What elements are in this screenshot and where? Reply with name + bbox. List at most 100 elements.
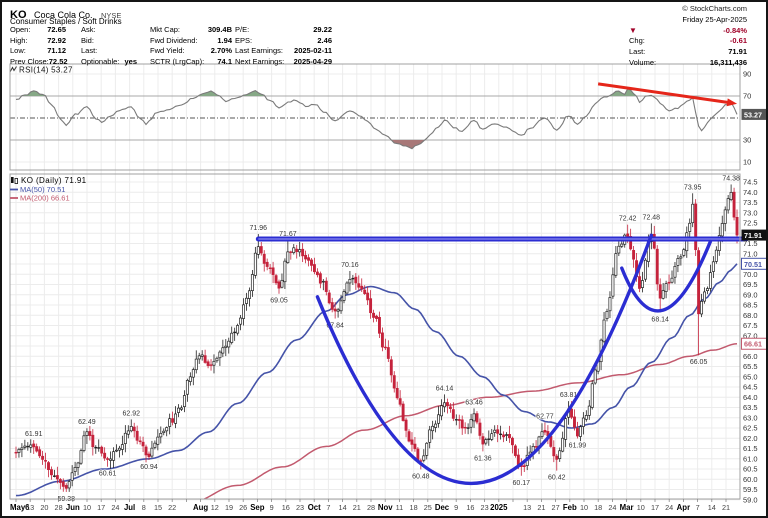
ticker-symbol: KO [10, 9, 27, 21]
svg-text:67.84: 67.84 [326, 323, 344, 330]
indicator-icon [9, 66, 17, 73]
chg-row: Chg: -0.61 [629, 36, 747, 46]
svg-text:65.5: 65.5 [743, 362, 758, 371]
quote-bid: Bid: [81, 35, 94, 45]
stockcharts-credit: © StockCharts.com [682, 4, 747, 13]
svg-text:68.14: 68.14 [651, 316, 669, 323]
svg-text:70.51: 70.51 [744, 260, 762, 269]
panel-borders [9, 63, 741, 500]
svg-text:73.0: 73.0 [743, 208, 758, 217]
swing-price-labels: 61.91 62.49 62.92 71.96 71.67 70.16 64.14 63.46… [24, 174, 741, 503]
svg-text:9: 9 [270, 503, 274, 512]
svg-text:90: 90 [743, 70, 751, 79]
svg-text:18: 18 [594, 503, 602, 512]
svg-text:Nov: Nov [378, 503, 393, 512]
svg-text:63.46: 63.46 [465, 399, 483, 406]
quote-col-fundamentals: Mkt Cap: 309.4B Fwd Dividend: 1.94 Fwd Yie… [150, 25, 232, 67]
svg-text:26: 26 [239, 503, 247, 512]
svg-text:10: 10 [83, 503, 91, 512]
svg-text:60.42: 60.42 [548, 475, 566, 482]
quote-mktcap: Mkt Cap: 309.4B [150, 25, 232, 34]
ma200-legend: MA(200) 66.61 [20, 194, 70, 203]
svg-text:7: 7 [326, 503, 330, 512]
svg-text:10: 10 [637, 503, 645, 512]
svg-text:Oct: Oct [308, 503, 321, 512]
svg-text:70.0: 70.0 [743, 270, 758, 279]
svg-text:61.36: 61.36 [474, 455, 492, 462]
svg-text:28: 28 [367, 503, 375, 512]
svg-text:67.0: 67.0 [743, 331, 758, 340]
svg-text:73.5: 73.5 [743, 198, 758, 207]
svg-text:70.16: 70.16 [341, 262, 359, 269]
svg-text:66.05: 66.05 [690, 359, 708, 366]
svg-text:Jul: Jul [124, 503, 135, 512]
svg-text:16: 16 [282, 503, 290, 512]
svg-text:May6: May6 [10, 503, 30, 512]
svg-text:62.77: 62.77 [536, 413, 554, 420]
svg-text:22: 22 [168, 503, 176, 512]
svg-text:13: 13 [523, 503, 531, 512]
svg-text:67.5: 67.5 [743, 321, 758, 330]
svg-text:60.17: 60.17 [513, 480, 531, 487]
company-name: Coca Cola Co. [33, 10, 93, 20]
ma50-legend: MA(50) 70.51 [20, 185, 65, 194]
rsi-downtrend-arrow [597, 82, 731, 105]
svg-text:21: 21 [722, 503, 730, 512]
svg-text:27: 27 [552, 503, 560, 512]
svg-text:72.48: 72.48 [643, 214, 661, 221]
svg-text:63.81: 63.81 [560, 392, 578, 399]
svg-text:65.0: 65.0 [743, 372, 758, 381]
svg-text:60.94: 60.94 [140, 464, 158, 471]
grid [10, 64, 740, 501]
rsi-legend: RSI(14) 53.27 [19, 66, 73, 75]
svg-text:71.0: 71.0 [743, 249, 758, 258]
svg-text:73.95: 73.95 [684, 184, 702, 191]
svg-text:66.61: 66.61 [744, 340, 762, 349]
cup-pattern-annotation [315, 233, 654, 486]
svg-text:14: 14 [339, 503, 347, 512]
svg-text:66.0: 66.0 [743, 352, 758, 361]
svg-text:24: 24 [665, 503, 673, 512]
svg-text:62.0: 62.0 [743, 434, 758, 443]
svg-text:9: 9 [454, 503, 458, 512]
svg-text:28: 28 [55, 503, 63, 512]
quote-col-ohlc: Open: 72.65 High: 72.92 Low: 71.12 Prev Clo… [10, 25, 68, 67]
rsi-value-badge [741, 108, 766, 120]
svg-text:19: 19 [225, 503, 233, 512]
quote-last: Last: [81, 46, 98, 56]
svg-text:62.92: 62.92 [122, 410, 140, 417]
quote-header: KO Coca Cola Co. NYSE Consumer Staples /… [2, 2, 766, 67]
svg-text:20: 20 [40, 503, 48, 512]
last-price-badge [741, 229, 766, 241]
ma50-line [15, 263, 738, 497]
svg-text:Feb: Feb [563, 503, 577, 512]
quote-yield: Fwd Yield: 2.70% [150, 46, 232, 56]
svg-text:71.5: 71.5 [743, 239, 758, 248]
rsi-arrow-head [726, 98, 738, 107]
svg-text:12: 12 [211, 503, 219, 512]
svg-text:60.61: 60.61 [99, 471, 117, 478]
svg-text:17: 17 [651, 503, 659, 512]
svg-text:61.5: 61.5 [743, 444, 758, 453]
svg-text:Dec: Dec [435, 503, 450, 512]
svg-text:74.38: 74.38 [722, 175, 740, 182]
handle-pattern-annotation [620, 239, 713, 313]
svg-text:13: 13 [26, 503, 34, 512]
svg-text:Apr: Apr [677, 503, 690, 512]
svg-text:Aug: Aug [193, 503, 208, 512]
svg-text:21: 21 [353, 503, 361, 512]
svg-text:70: 70 [743, 92, 751, 101]
svg-text:53.27: 53.27 [744, 110, 762, 119]
candlestick-series [14, 184, 739, 492]
quote-eps: EPS: 2.46 [235, 35, 332, 45]
svg-text:Sep: Sep [250, 503, 265, 512]
svg-text:71.67: 71.67 [279, 231, 297, 238]
svg-text:71.96: 71.96 [250, 225, 268, 232]
svg-text:60.0: 60.0 [743, 475, 758, 484]
svg-text:59.0: 59.0 [743, 495, 758, 504]
svg-text:69.0: 69.0 [743, 290, 758, 299]
quote-ask: Ask: [81, 25, 96, 34]
svg-text:2025: 2025 [490, 503, 508, 512]
